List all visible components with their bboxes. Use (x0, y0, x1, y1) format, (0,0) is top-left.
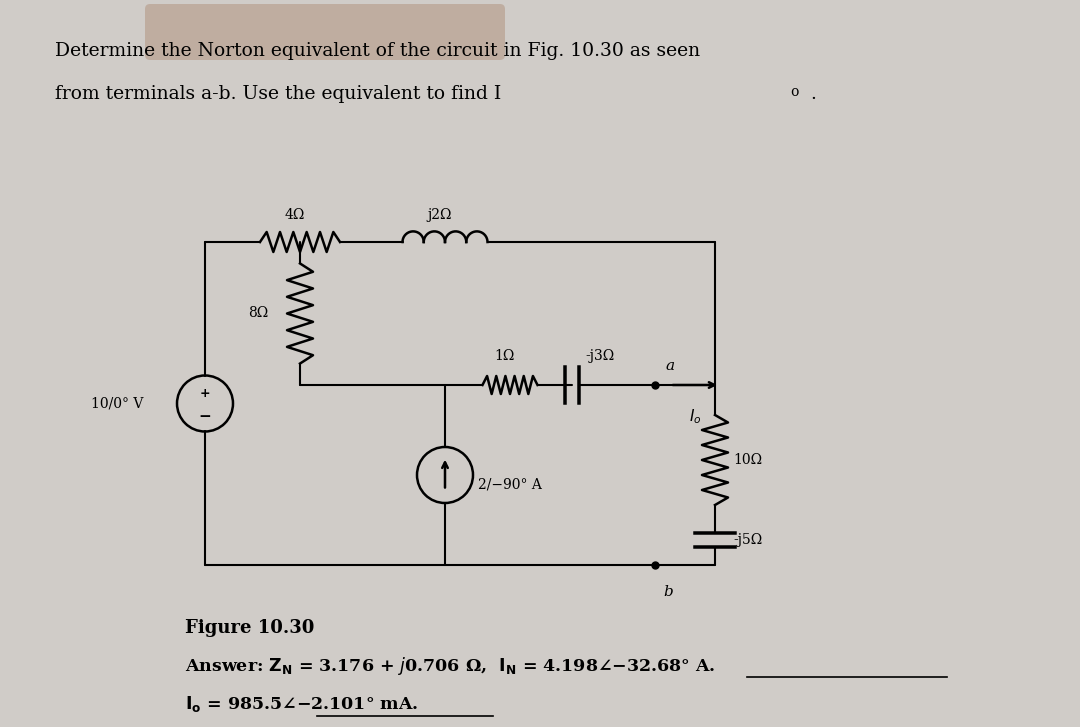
Text: -j5Ω: -j5Ω (733, 533, 762, 547)
Text: .: . (810, 85, 815, 103)
Text: Figure 10.30: Figure 10.30 (185, 619, 314, 637)
Text: 10Ω: 10Ω (733, 453, 762, 467)
Text: o: o (789, 85, 798, 99)
Text: from terminals a-b. Use the equivalent to find I: from terminals a-b. Use the equivalent t… (55, 85, 501, 103)
Text: Determine the Norton equivalent of the circuit in Fig. 10.30 as seen: Determine the Norton equivalent of the c… (55, 42, 700, 60)
Text: Answer: $\mathbf{Z_N}$ = 3.176 + $j$0.706 Ω,  $\mathbf{I_N}$ = 4.198∠−32.68° A.: Answer: $\mathbf{Z_N}$ = 3.176 + $j$0.70… (185, 655, 715, 677)
Text: $\mathbf{I_o}$ = 985.5∠−2.101° mA.: $\mathbf{I_o}$ = 985.5∠−2.101° mA. (185, 694, 418, 714)
Text: 2/−90° A: 2/−90° A (478, 478, 542, 492)
Text: 10/0° V: 10/0° V (91, 396, 143, 411)
Text: -j3Ω: -j3Ω (585, 349, 615, 363)
Text: a: a (665, 359, 674, 373)
Text: b: b (663, 585, 673, 599)
FancyBboxPatch shape (145, 4, 505, 60)
Text: 1Ω: 1Ω (495, 349, 515, 363)
Text: j2Ω: j2Ω (428, 208, 453, 222)
Text: +: + (200, 387, 211, 400)
Text: $I_o$: $I_o$ (689, 407, 701, 426)
Text: 4Ω: 4Ω (285, 208, 306, 222)
Text: −: − (199, 409, 212, 424)
Text: 8Ω: 8Ω (247, 307, 268, 321)
